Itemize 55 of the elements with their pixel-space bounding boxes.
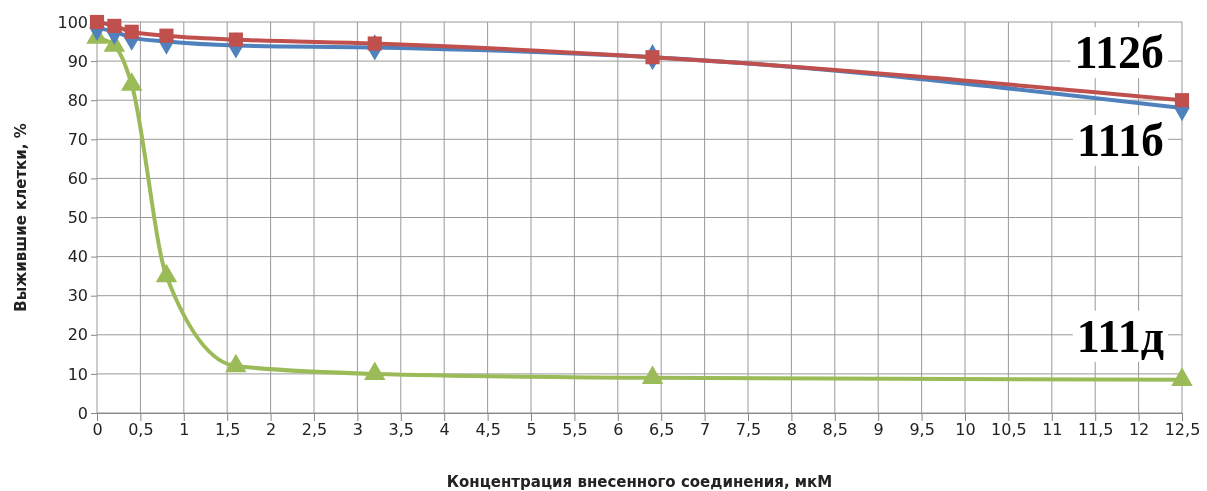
y-tick-label: 90	[67, 51, 88, 71]
y-tick-label: 0	[77, 403, 88, 423]
x-tick-label: 0,5	[128, 420, 154, 440]
x-tick-label: 5,5	[562, 420, 588, 440]
x-tick-label: 12,5	[1164, 420, 1201, 440]
point	[367, 36, 382, 51]
y-tick-label: 100	[57, 12, 88, 32]
point	[1171, 367, 1193, 386]
y-axis-title: Выжившие клетки, %	[12, 123, 30, 312]
x-tick-label: 2	[266, 420, 277, 440]
x-tick-label: 12	[1128, 420, 1150, 440]
x-tick-label: 10,5	[991, 420, 1027, 440]
point	[89, 14, 105, 30]
point	[159, 28, 174, 43]
x-tick-label: 6	[613, 420, 624, 440]
y-tick-label: 20	[67, 325, 88, 345]
x-tick-label: 11	[1042, 420, 1063, 440]
point	[645, 50, 660, 65]
x-tick-label: 7,5	[735, 420, 762, 440]
x-tick-label: 10	[955, 420, 976, 440]
series-label: 112б	[1074, 27, 1164, 79]
x-tick-label: 8	[786, 420, 797, 440]
x-tick-label: 8,5	[822, 420, 849, 440]
x-tick-label: 11,5	[1077, 420, 1114, 440]
series-label: 111б	[1077, 115, 1164, 167]
x-tick-label: 2,5	[301, 420, 328, 440]
y-tick-label: 70	[67, 129, 88, 149]
x-tick-label: 4	[439, 420, 450, 440]
y-tick-label: 30	[67, 286, 88, 306]
y-tick-label: 80	[67, 90, 88, 110]
x-tick-label: 9	[873, 420, 884, 440]
y-tick-label: 40	[67, 247, 88, 267]
y-tick-label: 50	[67, 208, 88, 228]
x-tick-label: 1,5	[214, 420, 241, 440]
point	[1174, 93, 1190, 108]
x-tick-label: 7	[700, 420, 711, 440]
x-tick-label: 5	[526, 420, 537, 440]
point	[364, 361, 386, 381]
x-tick-label: 0	[92, 420, 103, 440]
y-tick-label: 60	[67, 169, 88, 189]
point	[641, 365, 664, 385]
x-tick-label: 4,5	[475, 420, 501, 440]
x-tick-label: 9,5	[909, 420, 935, 440]
point	[225, 353, 247, 373]
x-tick-label: 6,5	[648, 420, 675, 440]
point	[228, 32, 243, 47]
x-tick-label: 3	[352, 420, 363, 440]
x-tick-label: 1	[179, 420, 190, 440]
x-tick-label: 3,5	[388, 420, 415, 440]
point	[124, 24, 139, 39]
point	[107, 18, 122, 33]
point	[155, 263, 178, 283]
x-axis-title: Концентрация внесенного соединения, мкМ	[446, 473, 833, 491]
y-tick-label: 10	[67, 364, 88, 384]
series-label: 111д	[1076, 310, 1164, 362]
